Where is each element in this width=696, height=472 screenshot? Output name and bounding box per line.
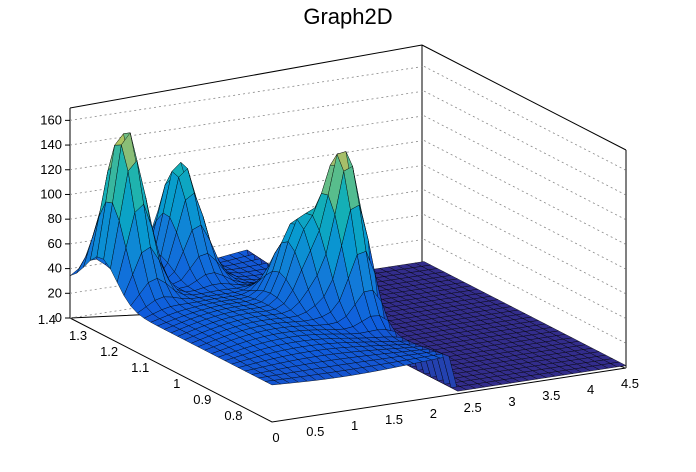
surface-mesh	[69, 132, 627, 392]
x-tick-label: 1.5	[385, 412, 403, 427]
x-tick-label: 2	[430, 406, 437, 421]
y-tick-label: 1.3	[69, 328, 87, 343]
x-tick-label: 4.5	[621, 376, 639, 391]
y-tick-label: 0.9	[193, 392, 211, 407]
z-tick-label: 80	[48, 211, 62, 226]
chart-title: Graph2D	[303, 4, 393, 29]
x-tick-label: 0.5	[306, 424, 324, 439]
z-tick-label: 20	[48, 285, 62, 300]
grid-line	[423, 140, 627, 245]
grid-lines	[69, 65, 627, 369]
x-axis-ticks: 0 0.5 1 1.5 2 2.5 3 3.5 4 4.5	[272, 376, 639, 445]
y-tick-label: 1.1	[131, 360, 149, 375]
surface-cell	[609, 361, 627, 368]
grid-line	[423, 65, 627, 171]
y-axis-ticks: 0.8 0.9 1 1.1 1.2 1.3 1.4	[38, 312, 243, 423]
z-tick-label: 120	[40, 162, 62, 177]
z-axis-ticks: 0 20 40 60 80 100 120 140 160	[40, 112, 70, 325]
grid-line	[423, 164, 627, 270]
y-tick-label: 0.8	[224, 408, 242, 423]
z-tick-label: 40	[48, 261, 62, 276]
x-tick-label: 1	[351, 418, 358, 433]
grid-line	[423, 115, 627, 221]
z-tick-label: 60	[48, 236, 62, 251]
z-tick-label: 160	[40, 112, 62, 127]
y-tick-label: 1	[173, 376, 180, 391]
grid-line	[69, 115, 425, 171]
grid-line	[69, 90, 425, 146]
x-tick-label: 3	[508, 394, 515, 409]
grid-line	[69, 65, 425, 121]
z-tick-label: 0	[55, 310, 62, 325]
z-tick-label: 100	[40, 186, 62, 201]
x-tick-label: 4	[587, 382, 594, 397]
x-tick-label: 3.5	[542, 388, 560, 403]
y-tick-label: 1.2	[100, 344, 118, 359]
x-tick-label: 0	[272, 430, 279, 445]
y-tick-label: 1.4	[38, 312, 56, 327]
x-tick-label: 2.5	[464, 400, 482, 415]
z-tick-label: 140	[40, 137, 62, 152]
grid-line	[423, 90, 627, 196]
